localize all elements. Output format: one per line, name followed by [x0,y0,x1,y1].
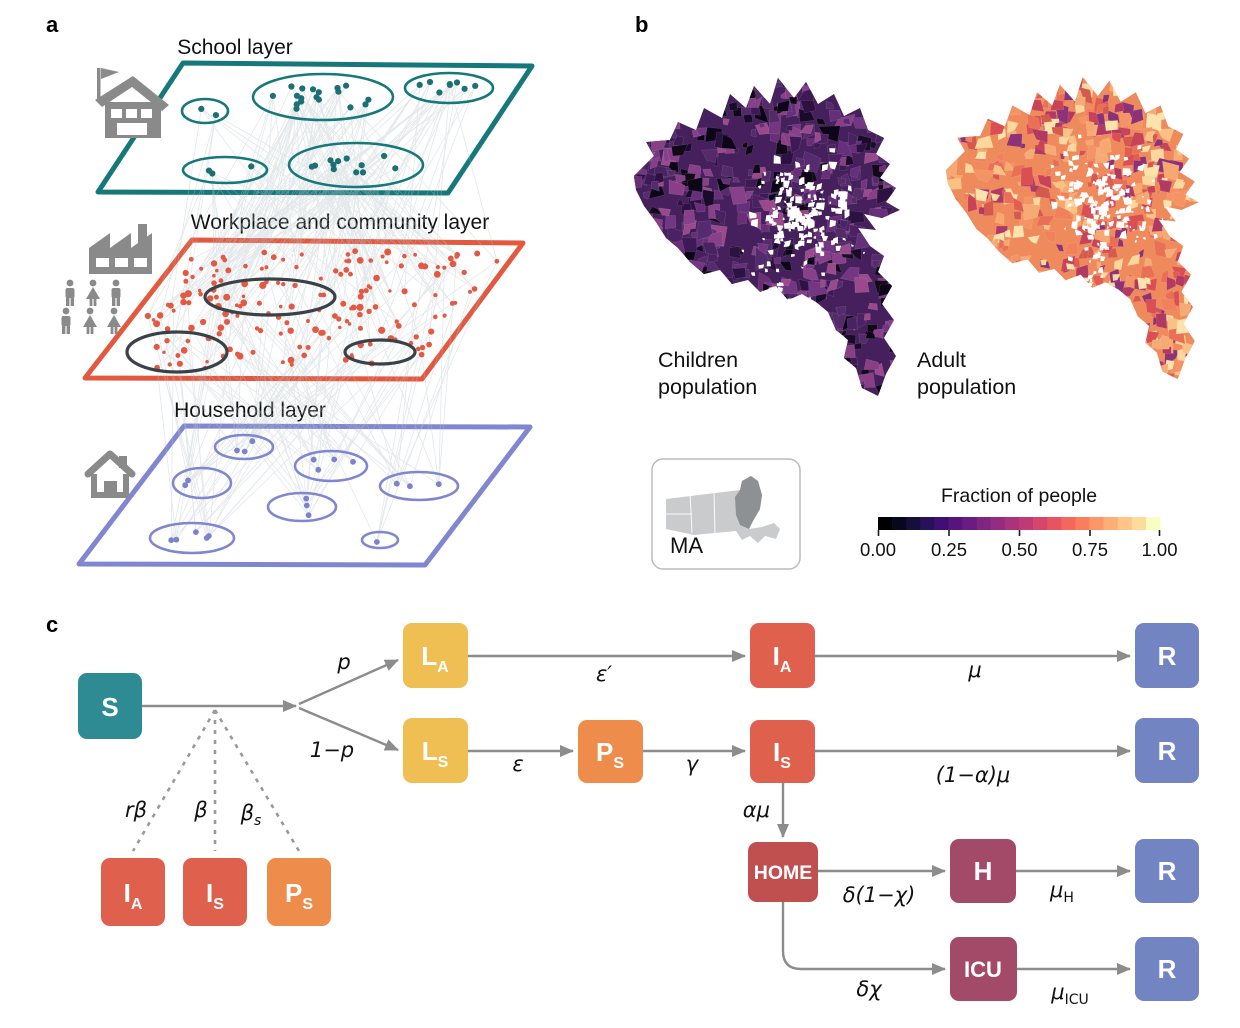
svg-text:LS: LS [422,736,449,771]
svg-text:IS: IS [206,878,224,913]
panel-c: c p 1−p ε′ μ ε γ (1 [46,612,1199,1008]
map-adult [945,77,1199,380]
node-H: H [950,839,1016,903]
interlayer-links [147,81,498,543]
label-beta: β [193,798,207,822]
diagram-edges [131,650,1131,975]
label-gamma: γ [686,752,700,776]
node-IA-contact: IA [101,858,165,926]
panel-c-label: c [46,612,58,637]
workplace-layer-plane [82,237,526,382]
diagram-edge-labels: p 1−p ε′ μ ε γ (1−α)μ αμ δ(1−χ) μH δχ μI… [125,650,1089,1008]
node-IS-contact: IS [183,858,247,926]
panel-b: b Children population Adult population M… [634,12,1199,570]
diagram-nodes: S LA LS PS IA IS [78,623,1199,1001]
colorbar-ticks [877,530,1161,536]
node-PS-contact: PS [267,858,331,926]
household-layer-plane [76,423,533,568]
label-alpha-mu: αμ [743,798,770,822]
colorbar-tick-1: 0.25 [931,539,967,560]
svg-text:PS: PS [285,878,313,913]
workplace-layer-title: Workplace and community layer [191,211,489,234]
node-R4: R [1135,937,1199,1001]
edge-branch-ls [298,706,399,752]
svg-text:R: R [1158,954,1177,984]
label-beta-s: βs [240,801,262,829]
edge-contact-ia [131,709,217,852]
svg-text:population: population [917,375,1016,399]
label-delta-1-minus-chi: δ(1−χ) [843,883,916,907]
node-LA: LA [403,623,468,688]
edge-branch-la [298,658,399,706]
school-layer-plane [95,60,535,196]
colorbar-tick-0: 0.00 [860,539,896,560]
label-epsilon: ε [512,752,523,776]
node-R1: R [1135,623,1199,688]
colorbar-tick-4: 1.00 [1141,539,1177,560]
svg-text:Adult: Adult [917,348,966,372]
svg-text:ICU: ICU [964,957,1002,982]
svg-text:PS: PS [596,737,624,772]
panel-a: a School layer Workplace and community l… [46,12,535,568]
colorbar-gradient [878,517,1161,530]
label-delta-chi: δχ [856,977,883,1001]
edge-home-icu [781,902,946,975]
adult-map-label: Adult population [917,348,1016,399]
house-icon [84,450,136,498]
label-epsilon-prime: ε′ [596,662,612,686]
svg-text:R: R [1158,736,1177,766]
colorbar: Fraction of people 0.00 0.25 0.50 0.75 1… [860,485,1178,560]
school-layer-title: School layer [177,36,293,59]
svg-text:H: H [974,856,993,886]
node-ICU: ICU [950,937,1017,1001]
svg-text:IS: IS [773,737,791,772]
household-layer-title: Household layer [174,399,326,422]
colorbar-title: Fraction of people [941,485,1097,507]
node-PS: PS [578,720,643,783]
node-IA: IA [750,623,815,688]
label-r-beta: rβ [125,798,147,822]
svg-text:S: S [101,692,118,722]
svg-text:R: R [1158,641,1177,671]
edge-contact-ps [213,709,301,852]
label-mu-h: μH [1049,878,1074,906]
ma-inset: MA [651,458,801,570]
svg-text:LA: LA [421,641,449,676]
panel-b-label: b [635,12,648,37]
node-LS: LS [403,718,468,783]
panel-a-label: a [46,12,59,37]
workplace-dots-and-groups [125,248,500,374]
ma-metro-shape [735,476,762,529]
node-R3: R [1135,839,1199,903]
svg-text:Children: Children [658,348,738,372]
children-map-label: Children population [658,348,757,399]
school-groups-and-dots [180,71,495,189]
svg-text:IA: IA [124,878,143,913]
colorbar-tick-3: 0.75 [1072,539,1108,560]
label-1-minus-alpha-mu: (1−α)μ [936,763,1011,787]
svg-text:HOME: HOME [754,862,813,884]
label-1-minus-p: 1−p [310,738,354,762]
school-icon [95,68,169,138]
factory-icon [89,224,152,274]
label-p: p [336,650,350,674]
people-icon [61,279,121,334]
svg-text:IA: IA [773,641,792,676]
svg-text:R: R [1158,856,1177,886]
node-S: S [78,673,142,739]
node-R2: R [1135,718,1199,783]
node-IS: IS [750,720,815,783]
ma-inset-label: MA [670,533,703,558]
label-mu: μ [967,658,981,682]
svg-text:population: population [658,375,757,399]
household-groups-and-dots [148,433,460,555]
node-HOME: HOME [748,842,818,902]
label-mu-icu: μICU [1050,980,1089,1008]
colorbar-tick-2: 0.50 [1001,539,1037,560]
